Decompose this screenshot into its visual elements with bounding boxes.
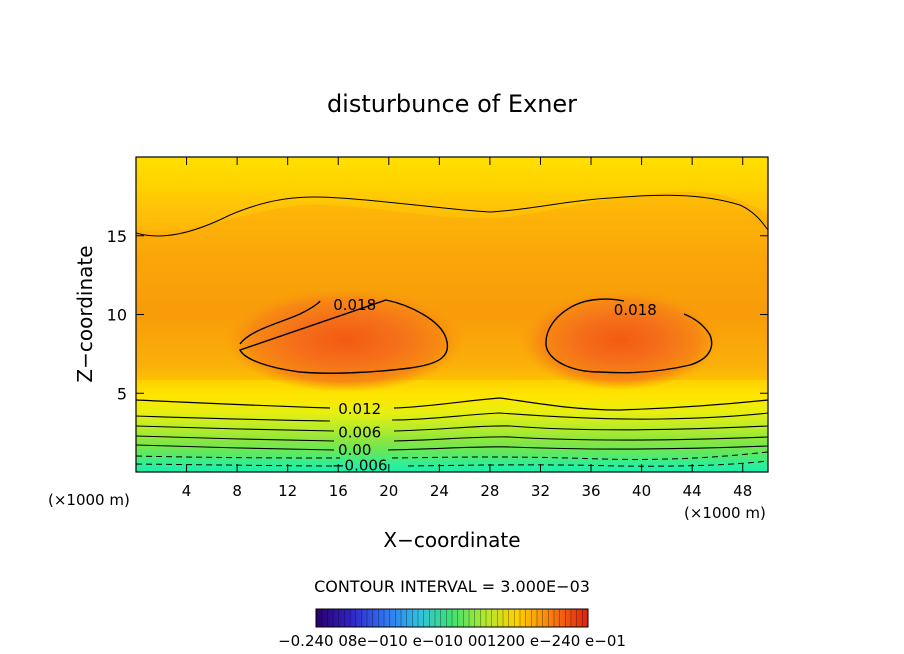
contour-line xyxy=(136,194,768,237)
x-tick-label: 36 xyxy=(581,482,600,500)
contour-line xyxy=(136,435,768,442)
contour-line xyxy=(136,397,768,411)
x-tick-label: 4 xyxy=(182,482,192,500)
hot-core-right xyxy=(520,290,720,390)
colorbar-labels: −0.240 08e−010 e−010 001200 e−240 e−01 xyxy=(278,632,626,650)
y-axis-ticks: 5 10 15 xyxy=(107,227,768,403)
plot-field xyxy=(136,157,768,472)
x-axis-ticks: 4 8 12 16 20 24 28 32 36 40 44 48 xyxy=(182,157,752,500)
y-tick-label: 15 xyxy=(107,227,127,246)
contour-line xyxy=(136,444,768,451)
x-tick-label: 24 xyxy=(430,482,449,500)
contour-label: 0.012 xyxy=(338,400,381,418)
chart-title: disturbunce of Exner xyxy=(327,90,577,118)
colorbar xyxy=(315,608,589,628)
contour-label: 0.018 xyxy=(614,301,657,319)
contour-label: 0.00 xyxy=(338,441,371,459)
x-tick-label: 28 xyxy=(480,482,499,500)
x-unit-left: (×1000 m) xyxy=(48,491,130,509)
contour-line xyxy=(545,298,713,374)
x-tick-label: 40 xyxy=(632,482,651,500)
x-tick-label: 44 xyxy=(683,482,702,500)
x-tick-label: 8 xyxy=(232,482,242,500)
x-tick-label: 16 xyxy=(329,482,348,500)
contour-line-negative xyxy=(136,460,768,467)
contour-line xyxy=(136,412,768,422)
hot-core-left xyxy=(225,288,465,392)
contour-label: 0.018 xyxy=(333,296,376,314)
y-axis-label: Z−coordinate xyxy=(73,245,97,382)
y-tick-label: 5 xyxy=(117,384,127,403)
contour-label: 0.006 xyxy=(338,424,381,442)
contour-line xyxy=(136,425,768,432)
contour-line-negative xyxy=(136,451,768,460)
contour-interval-label: CONTOUR INTERVAL = 3.000E−03 xyxy=(314,577,590,596)
x-tick-label: 12 xyxy=(278,482,297,500)
x-axis-label: X−coordinate xyxy=(383,528,520,552)
x-tick-label: 20 xyxy=(379,482,398,500)
x-tick-label: 32 xyxy=(531,482,550,500)
x-unit-right: (×1000 m) xyxy=(684,504,766,522)
x-tick-label: 48 xyxy=(733,482,752,500)
contour-line xyxy=(239,299,449,374)
contour-label: −0.006 xyxy=(332,457,388,475)
y-tick-label: 10 xyxy=(107,306,127,325)
